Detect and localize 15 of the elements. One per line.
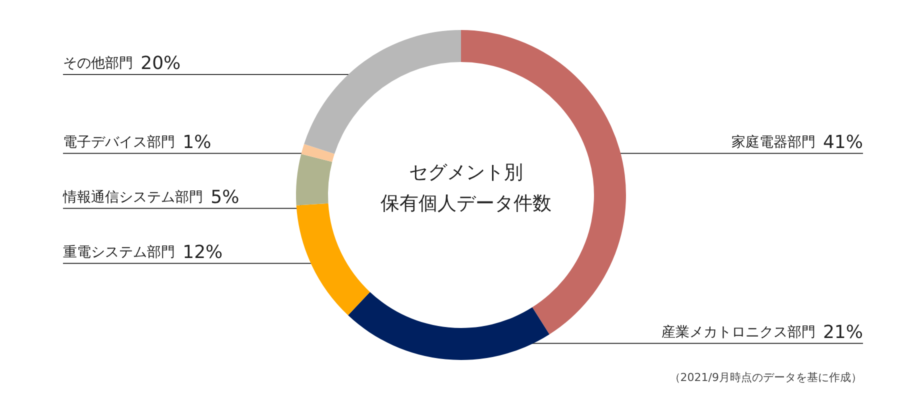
slice-label: 情報通信システム部門	[62, 189, 203, 206]
slice-label: 産業メカトロニクス部門	[661, 324, 816, 340]
data-label: 1%	[182, 132, 212, 153]
data-label: 20%	[140, 52, 181, 74]
data-label: 41%	[822, 132, 863, 153]
slice-label: 重電システム部門	[63, 244, 175, 260]
text: 保有個人データ件数	[380, 192, 552, 214]
data-label: 21%	[822, 322, 863, 343]
text: （2021/9月時点のデータを基に作成）	[669, 371, 862, 384]
slice-label: その他部門	[63, 55, 133, 72]
text: セグメント別	[409, 162, 523, 184]
data-label: 5%	[210, 186, 240, 208]
data-label: 12%	[182, 242, 223, 263]
slice-label: 家庭電器部門	[731, 134, 816, 150]
slice-label: 電子デバイス部門	[63, 134, 175, 150]
